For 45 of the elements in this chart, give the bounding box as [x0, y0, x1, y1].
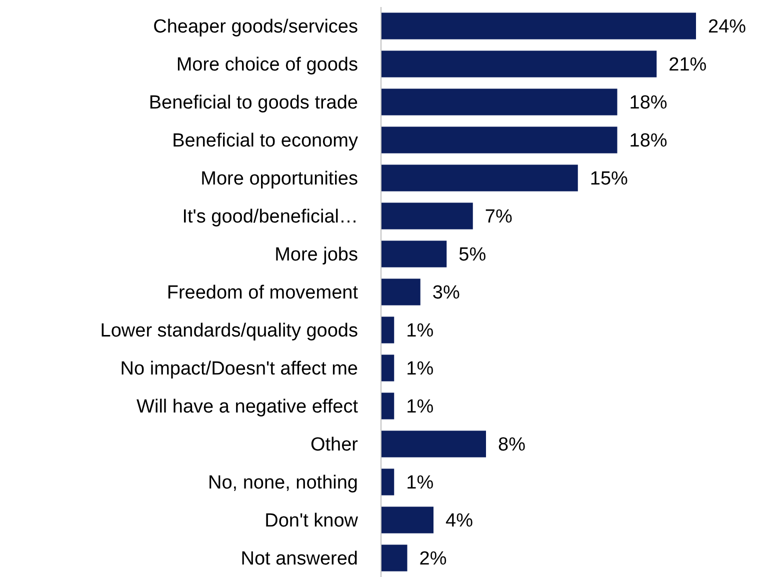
data-label: 18% [629, 92, 668, 114]
y-tick-label: Other [310, 434, 359, 456]
y-tick-label: Not answered [240, 548, 358, 570]
data-label: 1% [406, 472, 434, 494]
bar [381, 12, 696, 40]
y-tick-label: Will have a negative effect [136, 396, 359, 418]
bar [381, 278, 420, 306]
data-label: 5% [458, 244, 486, 266]
bar [381, 126, 618, 154]
y-tick-label: No impact/Doesn't affect me [120, 358, 358, 380]
data-label: 18% [629, 130, 668, 152]
bar [381, 544, 408, 572]
data-label: 7% [484, 206, 512, 228]
data-label: 4% [446, 510, 474, 532]
data-label: 21% [668, 54, 707, 76]
data-label: 24% [708, 16, 746, 38]
bar [381, 354, 394, 382]
y-tick-label: It's good/beneficial… [182, 206, 358, 228]
data-label: 15% [590, 168, 628, 190]
y-tick-label: Cheaper goods/services [153, 16, 358, 38]
bar [381, 430, 486, 458]
bar [381, 240, 447, 268]
bar [381, 316, 394, 344]
y-tick-label: Beneficial to goods trade [148, 92, 358, 114]
y-tick-label: Beneficial to economy [172, 130, 358, 152]
y-tick-label: Lower standards/quality goods [100, 320, 358, 342]
data-label: 1% [406, 358, 434, 380]
data-label: 3% [432, 282, 460, 304]
bar [381, 392, 394, 420]
bar [381, 506, 434, 534]
data-label: 2% [419, 548, 447, 570]
y-tick-label: More jobs [274, 244, 358, 266]
data-label: 1% [406, 320, 434, 342]
bar [381, 202, 473, 230]
data-label: 8% [498, 434, 526, 456]
y-tick-label: Don't know [264, 510, 358, 532]
y-tick-label: No, none, nothing [208, 472, 358, 494]
y-tick-label: More opportunities [200, 168, 358, 190]
y-tick-label: More choice of goods [176, 54, 358, 76]
bar [381, 164, 578, 192]
data-label: 1% [406, 396, 434, 418]
bar [381, 468, 394, 496]
y-tick-label: Freedom of movement [166, 282, 359, 304]
bar [381, 50, 657, 78]
bar [381, 88, 618, 116]
